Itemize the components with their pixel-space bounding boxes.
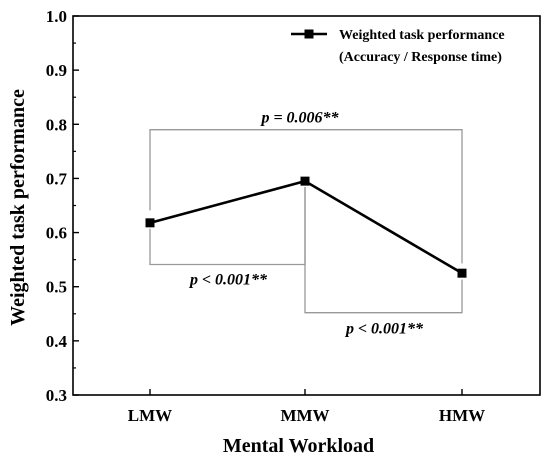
bracket-lmw-hmw [149, 129, 463, 264]
y-tick-label: 0.4 [46, 332, 68, 351]
y-tick-label: 0.3 [46, 386, 67, 405]
significance-brackets: p = 0.006** p < 0.001** p < 0.001** [149, 110, 463, 338]
plot-frame [72, 15, 541, 396]
axes: 0.3 0.4 0.5 0.6 0.7 0.8 0.9 1.0 LMW MMW HMW Mental … [7, 7, 541, 457]
data-point [457, 268, 467, 278]
series-line [149, 179, 463, 275]
y-axis-title: Weighted task performance [7, 89, 29, 326]
bracket-mmw-hmw [304, 187, 463, 314]
y-tick-label: 0.9 [46, 61, 67, 80]
y-tick-label: 1.0 [46, 7, 67, 26]
annotation-label: p < 0.001** [344, 321, 424, 338]
data-point [145, 218, 155, 228]
legend-marker [304, 29, 314, 39]
x-tick-label: HMW [439, 406, 485, 425]
x-tick-label: MMW [280, 406, 329, 425]
bracket-lmw-mmw [149, 187, 306, 266]
x-axis-title: Mental Workload [223, 435, 374, 457]
y-tick-label: 0.6 [46, 224, 67, 243]
data-point [300, 176, 310, 186]
legend: Weighted task performance (Accuracy / Res… [291, 28, 505, 65]
annotation-label: p < 0.001** [188, 272, 268, 289]
annotation-label: p = 0.006** [259, 110, 339, 127]
series-layer [145, 176, 467, 278]
legend-label: Weighted task performance [339, 28, 505, 43]
y-tick-label: 0.8 [46, 115, 67, 134]
y-tick-label: 0.5 [46, 278, 67, 297]
x-tick-label: LMW [128, 406, 172, 425]
legend-label-line2: (Accuracy / Response time) [339, 50, 502, 65]
y-tick-label: 0.7 [46, 169, 68, 188]
